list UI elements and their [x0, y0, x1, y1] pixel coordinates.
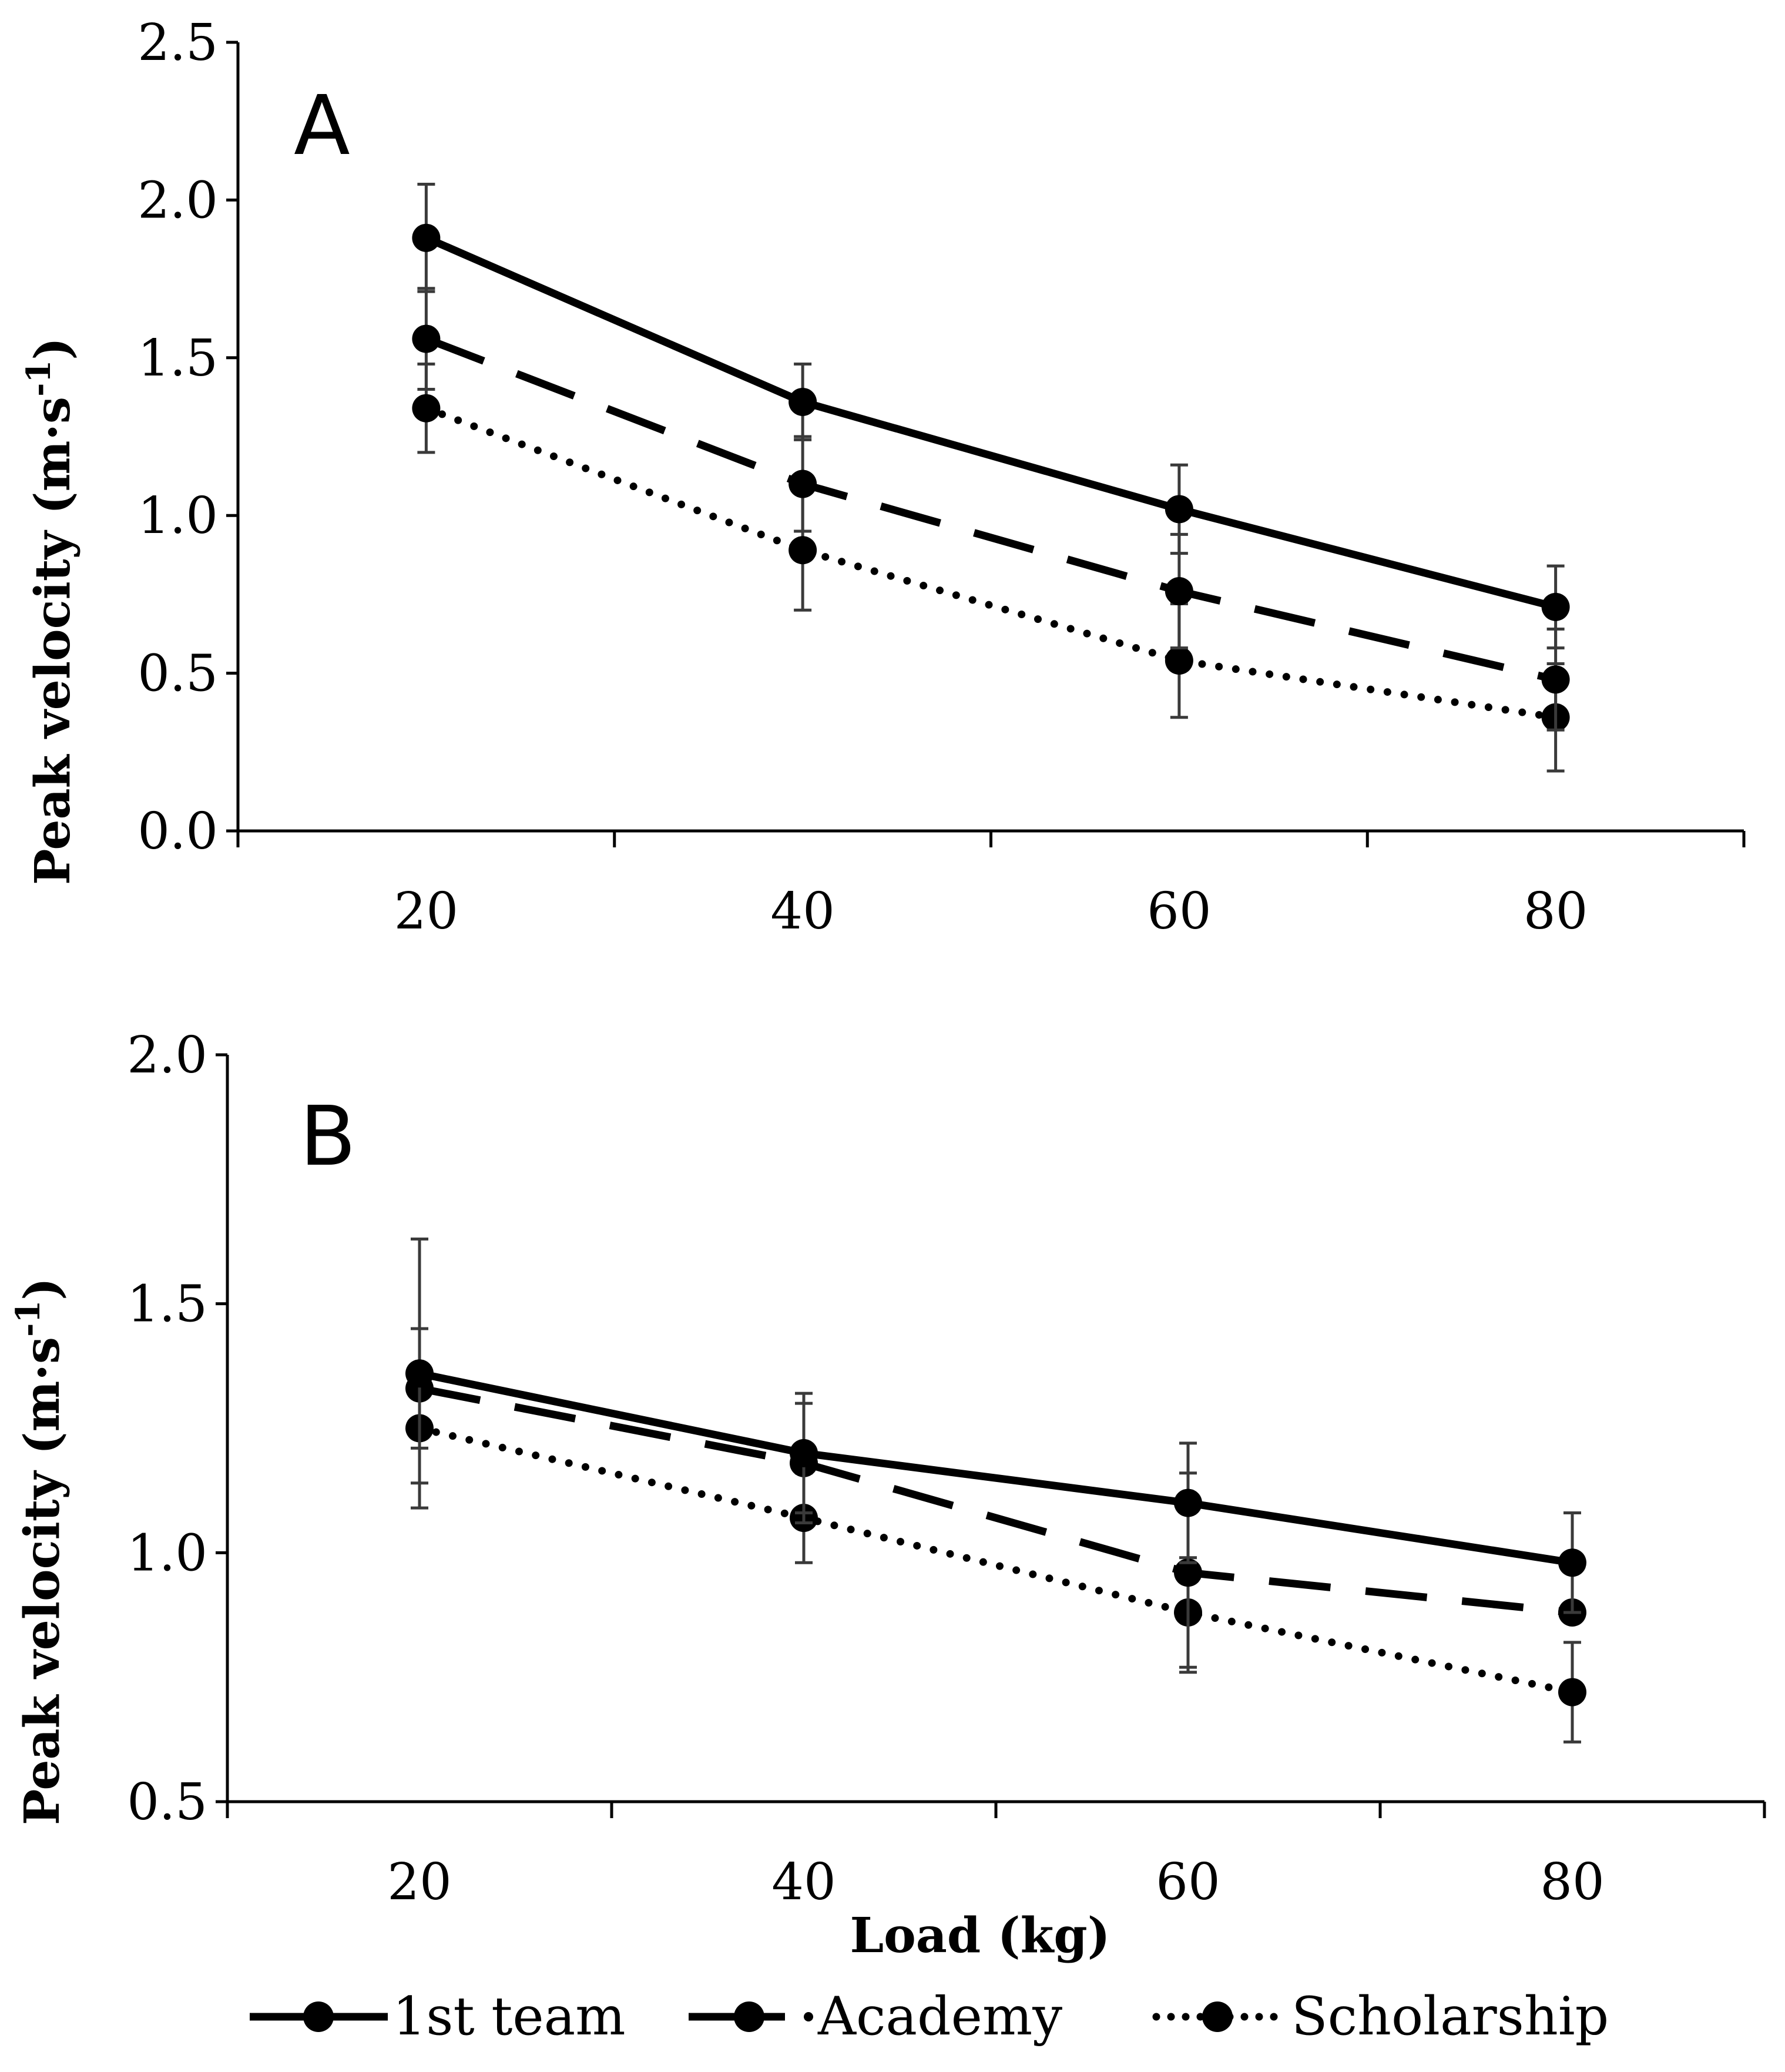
x-tick-label-b: 60: [1156, 1853, 1220, 1912]
data-point: [1165, 577, 1193, 606]
data-point: [789, 387, 817, 416]
series-academy-a: [412, 287, 1570, 732]
y-tick-label-b: 0.5: [127, 1773, 207, 1832]
x-axis-title: Load (kg): [850, 1907, 1110, 1964]
data-point: [1558, 1548, 1586, 1577]
y-axis-title-b-sup: -1: [9, 1300, 48, 1337]
data-point: [1174, 1558, 1202, 1587]
series-1st-team-b: [405, 1238, 1586, 1614]
legend-marker-1st-team: [303, 2001, 334, 2032]
legend-marker-academy: [734, 2001, 764, 2032]
x-tick-label-a: 60: [1147, 882, 1211, 941]
series-line: [415, 1424, 1576, 1697]
data-point: [1558, 1678, 1586, 1706]
y-tick-label-a: 2.5: [137, 14, 218, 72]
y-axis-title-b-main: Peak velocity (m·s: [14, 1337, 71, 1825]
x-tick-label-a: 40: [770, 882, 834, 941]
legend: 1st team Academy Scholarship: [250, 1986, 1609, 2047]
series-line: [418, 1384, 1573, 1617]
legend-marker-scholarship: [1202, 2001, 1233, 2032]
data-point: [412, 223, 441, 252]
data-point: [1541, 665, 1570, 694]
y-axis-title-b-close: ): [14, 1278, 71, 1300]
data-point: [1165, 495, 1193, 524]
x-tick-label-b: 80: [1540, 1853, 1604, 1912]
x-tick-label-b: 20: [387, 1853, 451, 1912]
panel-letter-b: B: [300, 1089, 356, 1185]
series-line: [425, 335, 1557, 683]
y-tick-label-a: 0.0: [137, 802, 218, 861]
data-point: [790, 1439, 818, 1467]
legend-item-scholarship: Scholarship: [1152, 1986, 1609, 2047]
y-tick-label-a: 1.0: [137, 487, 218, 545]
legend-label-academy: Academy: [817, 1986, 1062, 2047]
data-point: [412, 394, 441, 423]
y-axis-title-a-main: Peak velocity (m·s: [25, 397, 81, 885]
legend-label-1st-team: 1st team: [392, 1986, 626, 2047]
x-tick-label-a: 20: [394, 882, 458, 941]
series-line: [418, 1369, 1573, 1567]
legend-dot-academy: [804, 2012, 813, 2021]
chart-panel-b: B 0.5 1.0 1.5 2.0 20 40 60 80 Peak velocity (m·…: [9, 1026, 1766, 1964]
data-point: [1174, 1488, 1202, 1517]
data-point: [789, 536, 817, 565]
y-axis-title-a-sup: -1: [19, 360, 58, 397]
data-point: [1165, 646, 1193, 675]
y-tick-label-b: 1.5: [127, 1275, 207, 1334]
data-point: [789, 470, 817, 498]
y-tick-label-b: 2.0: [127, 1026, 207, 1085]
y-tick-label-a: 2.0: [137, 171, 218, 230]
x-tick-label-a: 80: [1524, 882, 1588, 941]
chart-panel-a: A 0.0 0.5 1.0 1.5 2.0 2.5 20 40 60 80 Peak veloci…: [19, 14, 1746, 941]
legend-label-scholarship: Scholarship: [1291, 1986, 1609, 2047]
legend-item-academy: Academy: [689, 1986, 1062, 2047]
y-axis-title-b: Peak velocity (m·s-1): [9, 1278, 71, 1825]
data-point: [1541, 592, 1570, 621]
legend-item-1st-team: 1st team: [250, 1986, 626, 2047]
data-point: [412, 324, 441, 353]
x-tick-label-b: 40: [771, 1853, 836, 1912]
series-line: [422, 404, 1560, 722]
y-axis-title-a: Peak velocity (m·s-1): [19, 337, 81, 885]
y-tick-label-a: 0.5: [137, 645, 218, 703]
data-point: [405, 1359, 434, 1388]
y-tick-label-a: 1.5: [137, 329, 218, 388]
y-tick-label-b: 1.0: [127, 1524, 207, 1583]
y-axis-title-a-close: ): [25, 337, 81, 360]
panel-letter-a: A: [294, 78, 350, 174]
series-line: [424, 234, 1557, 611]
series-1st-team-a: [412, 183, 1570, 650]
